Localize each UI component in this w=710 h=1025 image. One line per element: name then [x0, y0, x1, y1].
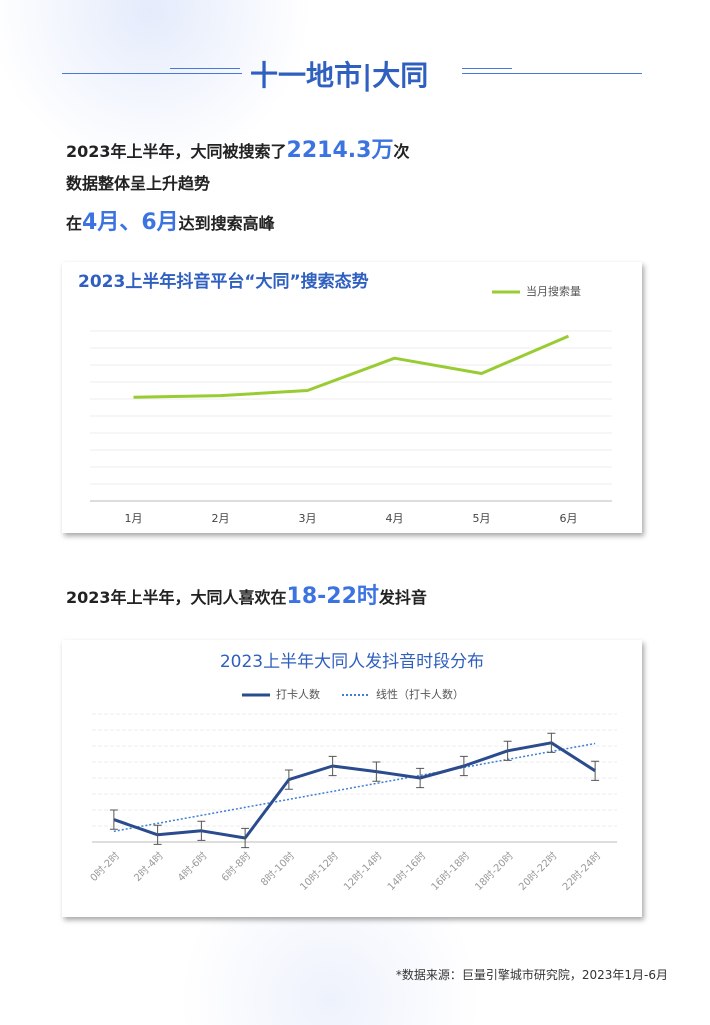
x-tick-label: 2时-4时 [132, 850, 166, 884]
x-tick-label: 4月 [386, 512, 404, 525]
data-line [113, 741, 596, 840]
error-bar [503, 740, 512, 761]
legend-label: 线性（打卡人数） [376, 687, 464, 701]
x-tick-label: 1月 [125, 512, 143, 525]
chart-title: 2023上半年大同人发抖音时段分布 [220, 652, 484, 672]
error-bar [284, 769, 293, 790]
x-tick-label: 16时-18时 [429, 850, 472, 893]
chart-card: 2023上半年抖音平台“大同”搜索态势 1月 2月 3月 4月 5月 6月 当月搜索量 [62, 262, 642, 533]
error-bar [109, 809, 118, 830]
x-tick-label: 6时-8时 [219, 850, 253, 884]
footer: *数据来源：巨量引擎城市研究院，2023年1月-6月 [395, 968, 668, 982]
chart-card: 2023上半年大同人发抖音时段分布 0时-2时 2时-4时 4时-6时 6时-8时 8时-… [62, 640, 642, 917]
text: 次 [393, 142, 410, 161]
highlight: 2214.3万 [286, 138, 394, 163]
intro-line: 数据整体呈上升趋势 [66, 174, 211, 193]
text: 达到搜索高峰 [178, 214, 275, 233]
trend-line [113, 742, 596, 833]
text: 发抖音 [378, 588, 427, 607]
highlight: 4月、6月 [82, 210, 179, 235]
x-tick-label: 10时-12时 [298, 850, 341, 893]
title-line-right [462, 73, 642, 74]
error-bar [153, 824, 162, 845]
error-bar [328, 755, 337, 777]
x-tick-label: 8时-10时 [258, 850, 297, 889]
error-bar [372, 761, 381, 782]
legend-label: 打卡人数 [276, 687, 320, 701]
highlight: 18-22时 [286, 584, 379, 609]
legend-label: 当月搜索量 [526, 284, 581, 298]
title-line-left2 [170, 68, 240, 69]
text: 在 [66, 214, 83, 233]
x-tick-label: 5月 [473, 512, 491, 525]
x-tick-label: 18时-20时 [473, 850, 516, 893]
text: 2023年上半年，大同人喜欢在 [66, 588, 287, 607]
error-bar [197, 820, 206, 841]
error-bar [547, 732, 556, 753]
x-tick-label: 14时-16时 [385, 850, 428, 893]
x-tick-label: 0时-2时 [88, 850, 122, 884]
title-line-left [62, 73, 242, 74]
data-line [133, 334, 570, 399]
error-bar [459, 755, 468, 777]
chart: 2023上半年抖音平台“大同”搜索态势 1月 2月 3月 4月 5月 6月 当月搜索量 [78, 271, 612, 525]
x-tick-label: 4时-6时 [175, 850, 209, 884]
error-bar [591, 760, 600, 781]
x-tick-label: 12时-14时 [341, 850, 384, 893]
title-line-right2 [462, 68, 512, 69]
intro-line: 2023年上半年，大同被搜索了2214.3万次 [66, 132, 409, 164]
error-bar [416, 767, 425, 789]
x-tick-label: 3月 [299, 512, 317, 525]
section-line: 2023年上半年，大同人喜欢在18-22时发抖音 [66, 578, 427, 610]
x-tick-label: 22时-24时 [560, 850, 603, 893]
x-tick-label: 20时-22时 [516, 850, 559, 893]
chart-title: 2023上半年抖音平台“大同”搜索态势 [78, 271, 369, 292]
page-title: 十一地市|大同 [250, 59, 429, 92]
error-bar [241, 827, 250, 849]
x-tick-label: 6月 [560, 512, 578, 525]
chart: 2023上半年大同人发抖音时段分布 0时-2时 2时-4时 4时-6时 6时-8时 8时-… [88, 652, 617, 893]
intro-line: 在4月、6月达到搜索高峰 [66, 204, 275, 236]
x-tick-label: 2月 [212, 512, 230, 525]
text: 2023年上半年，大同被搜索了 [66, 142, 287, 161]
